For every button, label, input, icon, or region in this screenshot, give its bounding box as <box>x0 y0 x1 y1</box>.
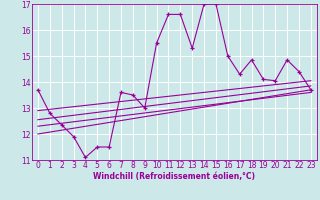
X-axis label: Windchill (Refroidissement éolien,°C): Windchill (Refroidissement éolien,°C) <box>93 172 255 181</box>
